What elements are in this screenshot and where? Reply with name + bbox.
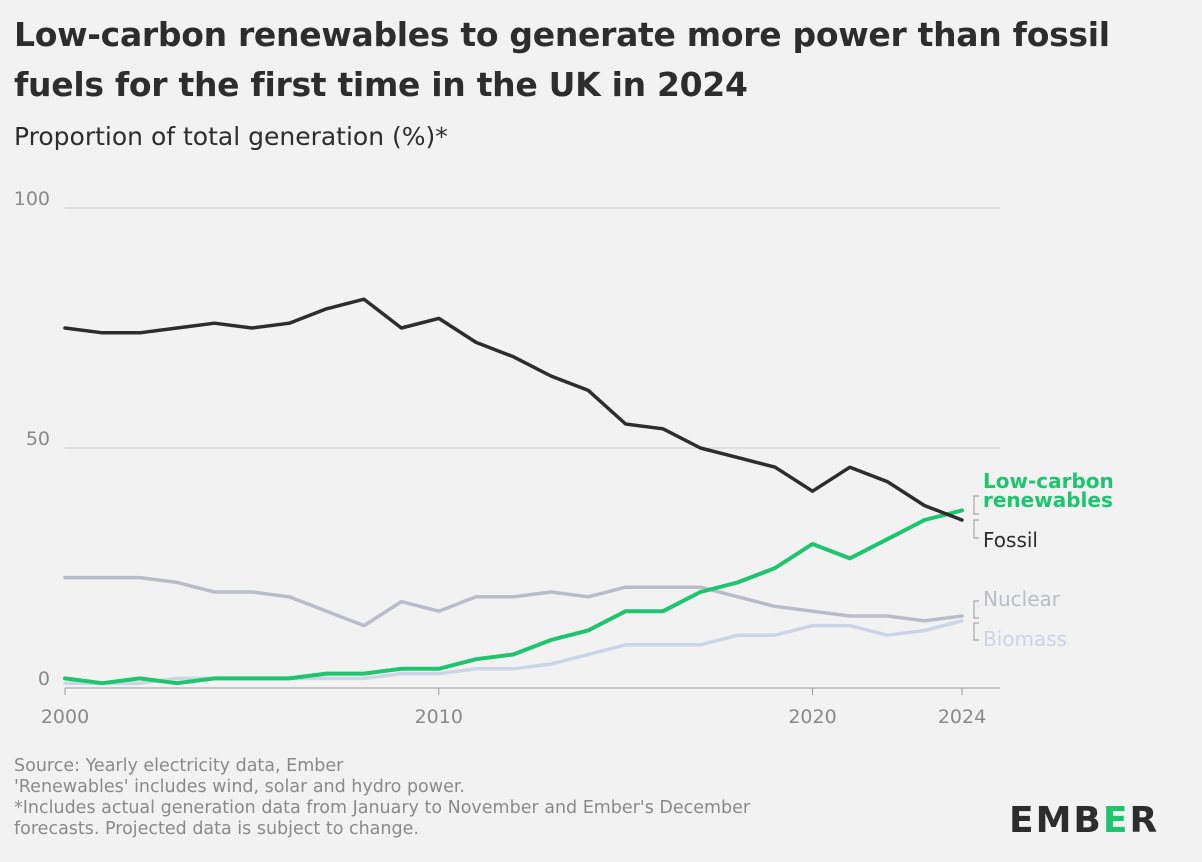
x-tick-label-2020: 2020 (788, 706, 836, 728)
label-bracket-renewables (973, 495, 979, 515)
series-label-renewables-line-2: renewables (983, 488, 1113, 512)
x-tick-label-2024: 2024 (938, 706, 986, 728)
x-tick-label-2000: 2000 (41, 706, 89, 728)
line-chart: 0 50 100 2000 2010 2020 2024 Fossil Low-carbonre… (14, 188, 1114, 728)
x-tick-label-2010: 2010 (415, 706, 463, 728)
source-note: Source: Yearly electricity data, Ember (14, 756, 344, 776)
footer-notes: Source: Yearly electricity data, Ember '… (14, 756, 914, 840)
chart-subtitle: Proportion of total generation (%)* (14, 122, 448, 151)
y-tick-label-0: 0 (38, 668, 50, 690)
series-label-renewables-line-1: Low-carbon (983, 469, 1114, 493)
renewables-note: 'Renewables' includes wind, solar and hy… (14, 777, 465, 797)
y-tick-label-50: 50 (26, 428, 50, 450)
projection-note-line-1: *Includes actual generation data from Ja… (14, 798, 751, 818)
series-label-nuclear: Nuclear (983, 587, 1061, 611)
series-line-fossil (63, 297, 964, 522)
label-bracket-biomass (973, 622, 979, 641)
series-label-fossil: Fossil (983, 528, 1038, 552)
series-label-biomass: Biomass (983, 627, 1067, 651)
ember-logo: EMBER (1009, 800, 1160, 841)
series-line-biomass (63, 619, 964, 685)
label-bracket-fossil (973, 519, 979, 539)
chart-title: Low-carbon renewables to generate more p… (14, 15, 1110, 104)
series-line-renewables (63, 508, 964, 686)
y-tick-label-100: 100 (14, 188, 50, 210)
label-bracket-nuclear (973, 600, 979, 619)
projection-note-line-2: forecasts. Projected data is subject to … (14, 819, 419, 839)
series-line-nuclear (63, 575, 964, 628)
